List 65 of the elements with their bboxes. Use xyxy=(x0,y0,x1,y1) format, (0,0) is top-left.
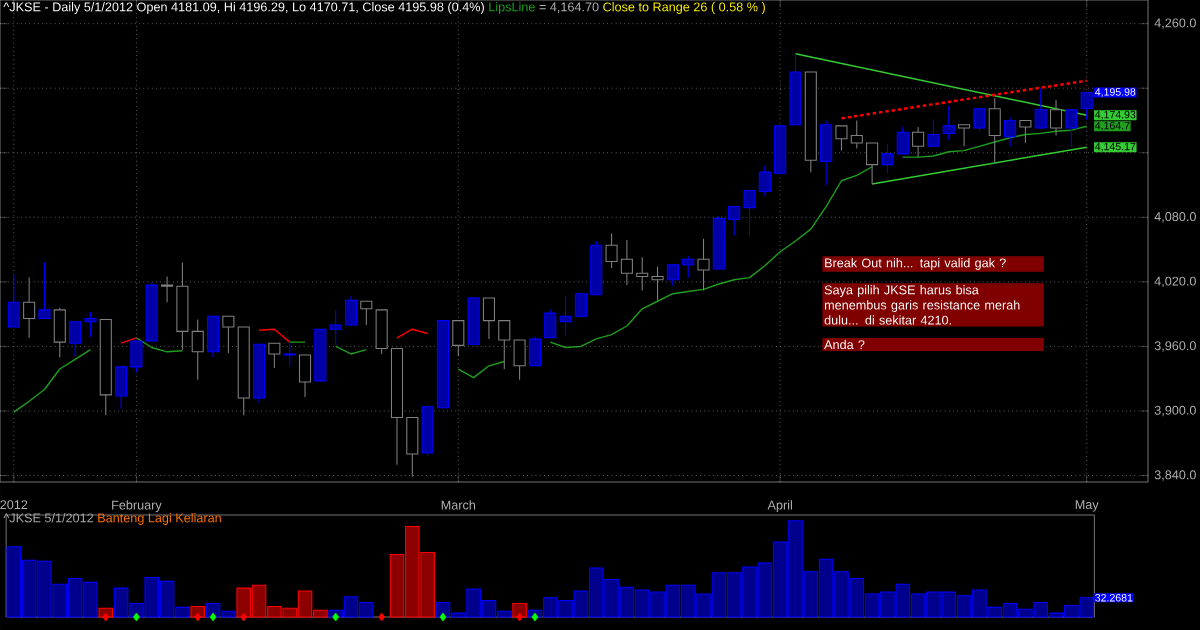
candlestick xyxy=(191,319,204,381)
candlestick xyxy=(942,104,955,141)
candlestick xyxy=(559,295,572,337)
candlestick xyxy=(682,255,695,279)
candlestick xyxy=(636,256,649,292)
candlestick xyxy=(697,238,710,292)
candlestick xyxy=(1004,116,1017,147)
candlestick xyxy=(329,309,342,346)
candlestick xyxy=(1065,109,1078,148)
annotation: Close to Range 26 ( 0.58 % ) xyxy=(603,2,765,14)
y-tick-label: 4,020.0 xyxy=(1154,276,1196,288)
candlestick xyxy=(651,266,664,301)
candlestick xyxy=(1050,99,1063,137)
candlestick xyxy=(283,341,296,367)
candlestick xyxy=(620,239,633,286)
candlestick xyxy=(912,126,925,158)
candlestick xyxy=(605,232,618,269)
candlestick xyxy=(1019,119,1032,144)
candlestick xyxy=(268,342,281,369)
candlestick xyxy=(835,125,848,152)
y-tick-label: 3,960.0 xyxy=(1154,341,1196,352)
data-label: 4,164.7 xyxy=(1095,121,1130,131)
candlestick xyxy=(758,165,771,197)
y-tick-label: 4,260.0 xyxy=(1154,18,1196,29)
y-tick-label: 3,900.0 xyxy=(1154,405,1196,417)
candlestick xyxy=(666,264,679,287)
data-label: 4,145.17 xyxy=(1095,142,1136,152)
annotation: Anda ? xyxy=(824,339,865,350)
x-tick-label: April xyxy=(767,500,792,512)
candlestick xyxy=(23,277,36,339)
annotation: Saya pilih JKSE harus bisa menembus garis resistance merah dulu... di sekitar 4210. xyxy=(824,285,1020,325)
candlestick xyxy=(84,311,97,338)
data-label: 4,174.93 xyxy=(1095,110,1136,120)
candlestick xyxy=(958,124,971,147)
candlestick xyxy=(498,320,511,370)
text: 32.2681 xyxy=(1095,594,1133,602)
candlestick xyxy=(743,189,756,237)
candlestick xyxy=(161,275,174,303)
candlestick xyxy=(728,206,741,237)
candlestick xyxy=(38,261,51,319)
annotation: = 4,164.70 xyxy=(539,2,599,13)
y-tick-label: 3,840.0 xyxy=(1154,470,1196,481)
annotation: Break Out nih... tapi valid gak ? xyxy=(825,258,1006,270)
candlestick xyxy=(866,142,879,185)
candlestick xyxy=(973,108,986,132)
candlestick xyxy=(222,315,235,354)
candlestick xyxy=(574,293,587,317)
x-tick-label: February xyxy=(112,500,162,512)
candlestick xyxy=(850,119,863,149)
candlestick xyxy=(482,297,495,340)
y-tick-label: 4,080.0 xyxy=(1154,212,1196,223)
chart-title: ^JKSE 5/1/2012 xyxy=(3,513,94,523)
candlestick xyxy=(896,126,909,155)
candlestick xyxy=(927,118,940,147)
candlestick xyxy=(69,321,82,357)
x-tick-label: May xyxy=(1075,500,1099,512)
text: 4,195.98 xyxy=(1095,88,1136,97)
x-tick-label: March xyxy=(441,500,476,510)
candlestick xyxy=(881,143,894,174)
candlestick xyxy=(360,300,373,326)
x-tick-label: 2012 xyxy=(0,500,28,510)
candlestick xyxy=(1034,87,1047,129)
chart-title: ^JKSE - Daily 5/1/2012 Open 4181.09, Hi 4196.29, Lo 4170.71, Close 4195.98 (0.4%) xyxy=(3,2,484,14)
chart-subtitle: Banteng Lagi Keliaran xyxy=(98,513,221,525)
text: LipsLine xyxy=(489,2,535,14)
